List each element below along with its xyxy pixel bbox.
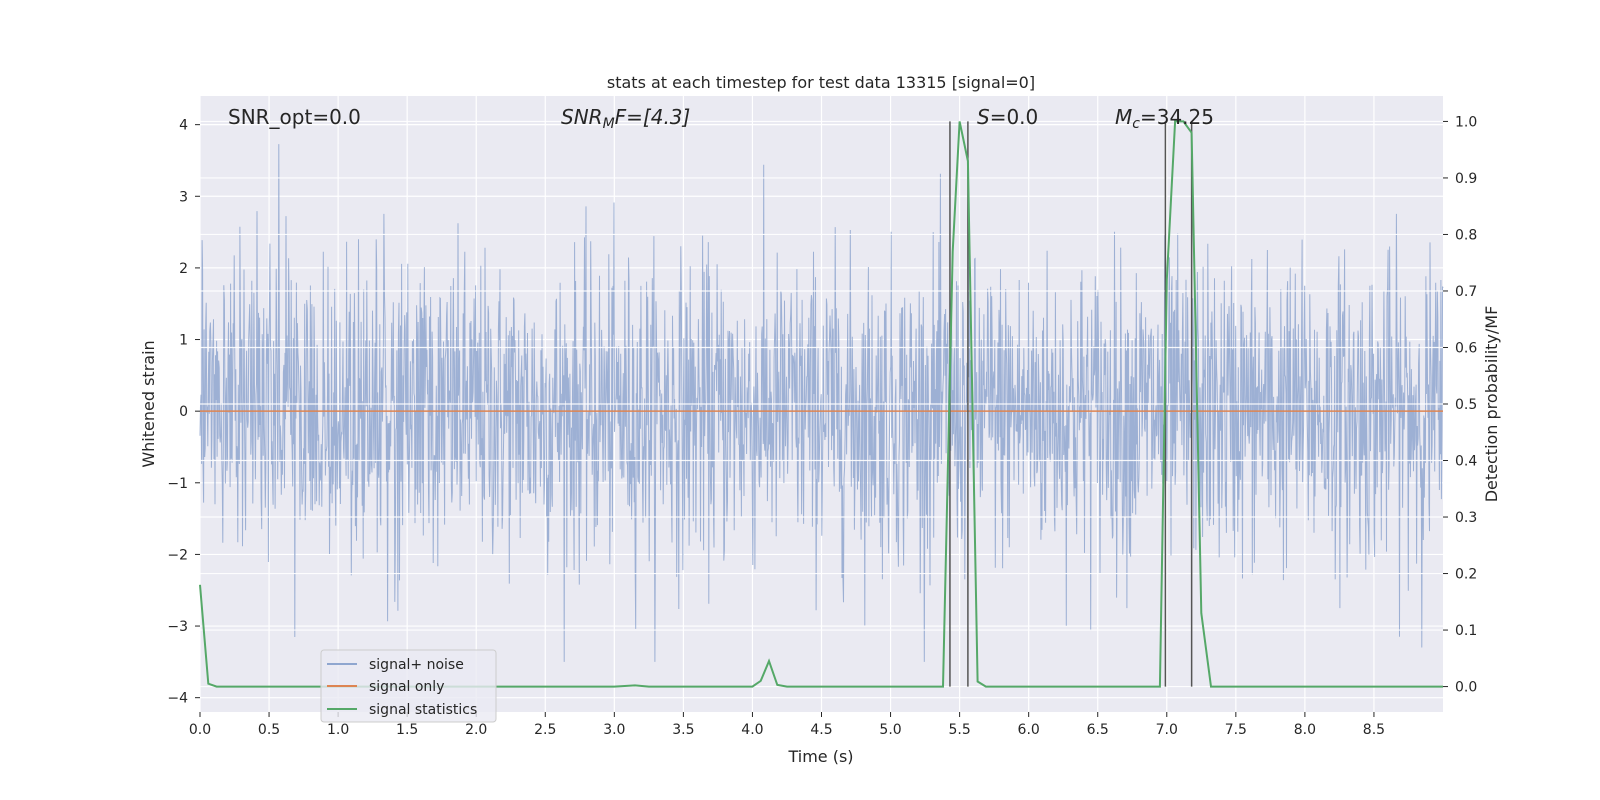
y-tick-label: −4 (167, 691, 188, 707)
y2-tick-label: 0.3 (1455, 510, 1477, 526)
x-tick-label: 0.0 (189, 722, 211, 738)
y2-axis-label: Detection probability/MF (1482, 306, 1501, 503)
annotation-mc-sub: c (1132, 116, 1140, 132)
x-tick-label: 2.5 (534, 722, 556, 738)
annotation-s: S=0.0 (977, 105, 1038, 129)
signal-noise-line (199, 144, 1444, 662)
y-tick-label: 1 (179, 333, 188, 349)
x-tick-label: 1.0 (327, 722, 349, 738)
x-tick-label: 7.5 (1225, 722, 1247, 738)
y2-tick-label: 0.0 (1455, 680, 1477, 696)
annotation-snr-mf-sub: M (603, 116, 615, 132)
x-tick-label: 6.0 (1018, 722, 1040, 738)
legend-label-signal-noise: signal+ noise (369, 657, 464, 673)
annotation-s-rest: =0.0 (990, 105, 1039, 129)
y2-tick-label: 0.9 (1455, 171, 1477, 187)
annotation-mc-main: M (1115, 105, 1132, 129)
x-tick-label: 5.5 (948, 722, 970, 738)
series-signal-statistics (199, 120, 1443, 688)
y2-tick-label: 0.8 (1455, 227, 1477, 243)
y-tick-label: −2 (167, 547, 188, 563)
chart-title: stats at each timestep for test data 133… (607, 73, 1035, 92)
x-tick-label: 5.0 (879, 722, 901, 738)
signal-statistics-line (199, 120, 1443, 688)
x-tick-label: 8.0 (1294, 722, 1316, 738)
y-axis-ticks: 4 3 2 1 0 −1 −2 −3 −4 (167, 118, 200, 707)
x-tick-label: 2.0 (465, 722, 487, 738)
annotation-mc: Mc=34.25 (1115, 105, 1214, 132)
annotation-snr-mf-main: SNR (561, 105, 603, 129)
legend: signal+ noise signal only signal statist… (320, 649, 497, 723)
x-tick-label: 3.0 (603, 722, 625, 738)
y2-tick-label: 0.7 (1455, 284, 1477, 300)
y2-tick-label: 0.2 (1455, 567, 1477, 583)
x-tick-label: 4.5 (810, 722, 832, 738)
x-tick-label: 7.0 (1156, 722, 1178, 738)
y-tick-label: −1 (167, 476, 188, 492)
x-axis-ticks: 0.0 0.5 1.0 1.5 2.0 2.5 3.0 3.5 4.0 4.5 5.0 5.5 6.0 6… (189, 712, 1385, 738)
x-tick-label: 1.5 (396, 722, 418, 738)
annotation-snr-mf-rest-f: F=[4.3] (615, 105, 691, 129)
y-tick-label: 0 (179, 404, 188, 420)
x-tick-label: 8.5 (1363, 722, 1385, 738)
series-signal-noise (199, 144, 1444, 662)
y-tick-label: 2 (179, 261, 188, 277)
annotation-snr-opt: SNR_opt=0.0 (228, 105, 361, 129)
y2-axis-ticks: 1.0 0.9 0.8 0.7 0.6 0.5 0.4 0.3 0.2 0.1 0.0 (1443, 114, 1477, 696)
annotation-s-main: S (977, 105, 990, 129)
annotation-mc-rest: =34.25 (1140, 105, 1214, 129)
x-tick-label: 3.5 (672, 722, 694, 738)
x-tick-label: 4.0 (741, 722, 763, 738)
x-tick-label: 6.5 (1087, 722, 1109, 738)
annotation-snr-mf: SNRMF=[4.3] (561, 105, 690, 132)
y-tick-label: 3 (179, 189, 188, 205)
y-tick-label: −3 (167, 619, 188, 635)
legend-label-signal-only: signal only (369, 679, 444, 695)
legend-box (320, 649, 497, 723)
y2-tick-label: 0.6 (1455, 340, 1477, 356)
x-axis-label: Time (s) (787, 747, 853, 766)
x-tick-label: 0.5 (258, 722, 280, 738)
y-axis-label: Whitened strain (139, 340, 158, 467)
y2-tick-label: 1.0 (1455, 114, 1477, 130)
y2-tick-label: 0.4 (1455, 454, 1477, 470)
y-tick-label: 4 (179, 118, 188, 134)
y2-tick-label: 0.1 (1455, 623, 1477, 639)
y2-tick-label: 0.5 (1455, 397, 1477, 413)
legend-label-signal-statistics: signal statistics (369, 702, 477, 718)
